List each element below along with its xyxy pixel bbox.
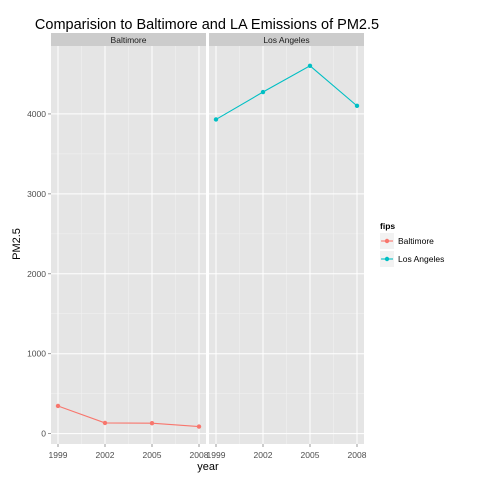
data-point bbox=[102, 420, 108, 426]
y-axis: 0 1000 2000 3000 4000 bbox=[27, 109, 51, 439]
data-point bbox=[307, 63, 313, 69]
x-tick-label: 2008 bbox=[190, 450, 209, 460]
series-line bbox=[57, 405, 200, 428]
facet-strip-label: Los Angeles bbox=[263, 35, 309, 45]
legend-point bbox=[384, 238, 390, 244]
legend-title: fips bbox=[380, 221, 395, 231]
data-point bbox=[55, 403, 61, 409]
panel-los-angeles: 1999 2002 2005 2008 Los Angeles bbox=[207, 33, 367, 460]
x-tick-label: 1999 bbox=[49, 450, 68, 460]
facet-strip bbox=[209, 33, 364, 46]
x-tick-label: 2005 bbox=[143, 450, 162, 460]
legend-item: Baltimore bbox=[380, 233, 434, 249]
x-tick-label: 1999 bbox=[207, 450, 226, 460]
legend-point bbox=[384, 256, 390, 262]
y-tick-label: 0 bbox=[41, 429, 46, 439]
chart-title: Comparision to Baltimore and LA Emission… bbox=[35, 17, 379, 33]
series-line bbox=[215, 65, 358, 120]
y-tick-label: 4000 bbox=[27, 109, 46, 119]
y-tick-label: 3000 bbox=[27, 189, 46, 199]
data-point bbox=[149, 421, 155, 426]
x-axis-label: year bbox=[197, 461, 219, 473]
panels-layer: 1999 2002 2005 2008 Baltimore 1999 2002 2005 200… bbox=[49, 33, 367, 460]
data-point bbox=[354, 103, 360, 109]
facet-strip bbox=[51, 33, 206, 46]
y-tick-label: 2000 bbox=[27, 269, 46, 279]
y-axis-label: PM2.5 bbox=[11, 228, 23, 260]
data-point bbox=[260, 89, 266, 95]
facet-strip-label: Baltimore bbox=[111, 35, 147, 45]
x-tick-label: 2005 bbox=[301, 450, 320, 460]
data-point bbox=[213, 117, 219, 122]
data-point bbox=[196, 424, 202, 429]
panel-baltimore: 1999 2002 2005 2008 Baltimore bbox=[49, 33, 209, 460]
x-tick-label: 2008 bbox=[348, 450, 367, 460]
x-tick-label: 2002 bbox=[96, 450, 115, 460]
legend-label: Baltimore bbox=[398, 236, 434, 246]
legend-label: Los Angeles bbox=[398, 254, 444, 264]
legend-item: Los Angeles bbox=[380, 251, 444, 267]
y-tick-label: 1000 bbox=[27, 349, 46, 359]
x-tick-label: 2002 bbox=[254, 450, 273, 460]
